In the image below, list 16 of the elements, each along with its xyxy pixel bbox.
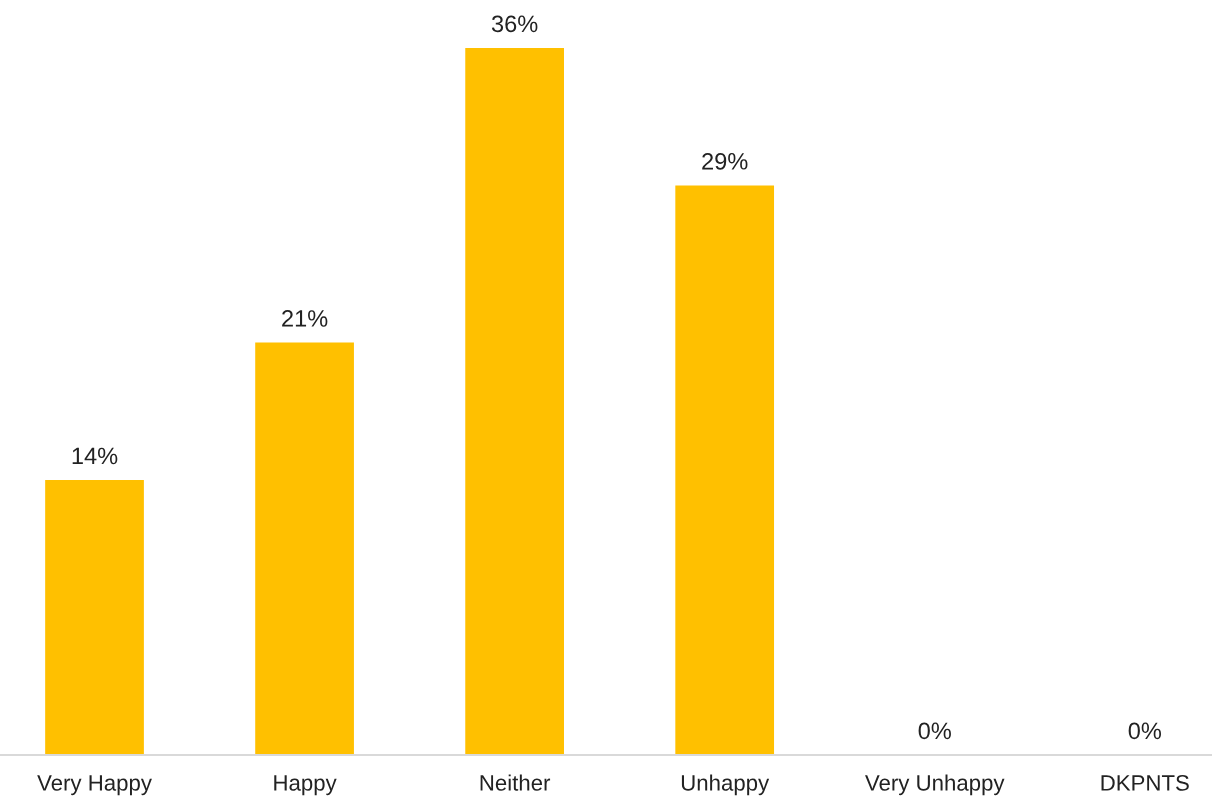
x-tick-label: DKPNTS bbox=[1101, 775, 1189, 791]
data-label: 36% bbox=[491, 15, 538, 33]
x-tick-label: Neither bbox=[480, 774, 551, 791]
data-label: 14% bbox=[72, 447, 118, 465]
x-tick-label: Happy bbox=[274, 775, 337, 796]
bar bbox=[45, 480, 144, 755]
bar bbox=[255, 342, 354, 755]
x-tick-label: Very Happy bbox=[37, 775, 152, 796]
bar bbox=[465, 48, 564, 755]
x-tick-label: Very Unhappy bbox=[865, 774, 1005, 796]
x-tick-label: Unhappy bbox=[681, 774, 770, 796]
data-label: 0% bbox=[918, 722, 951, 740]
data-label: 29% bbox=[702, 152, 748, 170]
data-label: 21% bbox=[282, 310, 328, 327]
bar bbox=[675, 185, 775, 755]
data-label: 0% bbox=[1128, 722, 1162, 740]
